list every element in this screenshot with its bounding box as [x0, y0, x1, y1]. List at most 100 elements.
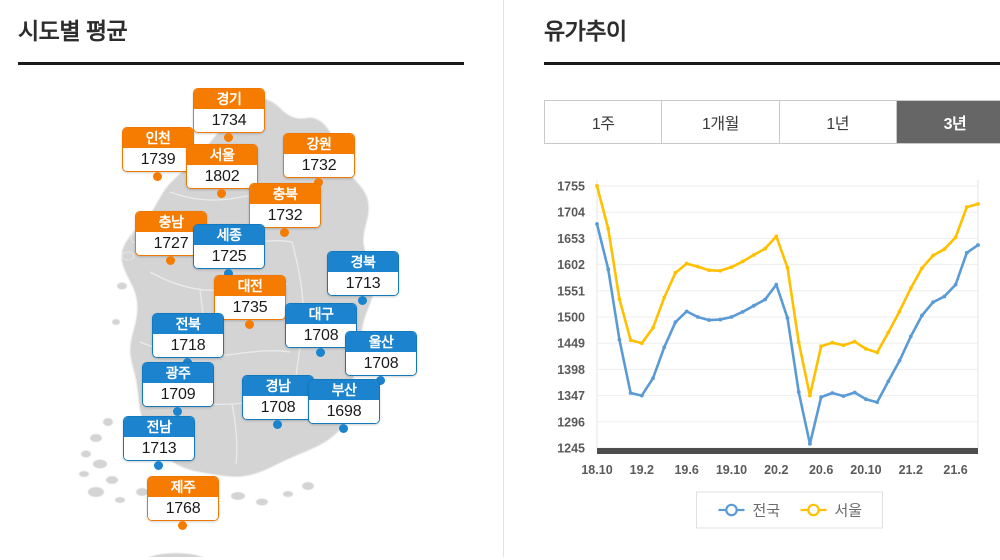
map-marker-region[interactable]: 광주 1709: [142, 362, 214, 416]
series-point: [796, 390, 801, 394]
series-point: [796, 340, 801, 345]
series-point: [897, 309, 902, 314]
tab-3years[interactable]: 3년: [896, 101, 1000, 143]
x-axis-line: [597, 448, 978, 454]
series-point: [651, 325, 655, 330]
map-marker-region[interactable]: 서울 1802: [186, 144, 258, 198]
series-point: [639, 393, 644, 398]
title-divider-right: [544, 62, 1000, 65]
x-axis-tick-label: 20.2: [764, 463, 788, 477]
map-marker-region[interactable]: 전북 1718: [152, 313, 224, 367]
series-point: [718, 268, 723, 273]
series-point: [751, 303, 756, 308]
map-marker-region[interactable]: 전남 1713: [123, 416, 195, 470]
map-marker-region[interactable]: 강원 1732: [283, 133, 355, 187]
y-axis-tick-label: 1347: [557, 389, 585, 403]
oil-price-line-chart[interactable]: 1245 1296 1347 1398 1449 1500 1551 1602 1653 1704…: [520, 170, 1000, 560]
marker-region-name: 충남: [136, 212, 206, 232]
map-marker-region[interactable]: 충남 1727: [135, 211, 207, 265]
map-marker-region[interactable]: 충북 1732: [249, 183, 321, 237]
tab-1month[interactable]: 1개월: [662, 101, 780, 143]
series-point: [628, 391, 633, 395]
marker-region-value: 1708: [346, 352, 416, 375]
legend-label: 전국: [753, 503, 781, 520]
x-axis-tick-label: 20.6: [809, 463, 833, 477]
series-point: [886, 330, 891, 335]
map-marker-region[interactable]: 울산 1708: [345, 331, 417, 385]
oil-price-trend-panel: 유가추이 1주 1개월 1년 3년: [503, 0, 1000, 557]
series-point: [740, 259, 745, 264]
map-marker-region[interactable]: 부산 1698: [308, 379, 380, 433]
marker-pin-dot: [166, 256, 175, 265]
marker-pin-dot: [280, 228, 289, 237]
map-marker-region[interactable]: 경기 1734: [193, 88, 265, 142]
series-point: [976, 243, 980, 247]
series-point: [908, 286, 913, 291]
map-marker-region[interactable]: 제주 1768: [147, 476, 219, 530]
series-point: [964, 250, 969, 255]
series-point: [875, 400, 880, 405]
legend-marker-circle: [807, 503, 820, 517]
marker-region-value: 1698: [309, 400, 379, 423]
tab-1week[interactable]: 1주: [545, 101, 663, 143]
series-point: [841, 343, 846, 348]
series-point: [976, 202, 980, 206]
series-point: [920, 313, 924, 318]
marker-pin-dot: [224, 133, 233, 142]
legend-label: 서울: [835, 503, 863, 520]
series-point: [628, 338, 633, 343]
x-axis-tick-label: 19.10: [716, 463, 747, 477]
series-point: [729, 315, 734, 319]
marker-region-value: 1768: [148, 497, 218, 520]
series-point: [673, 320, 678, 325]
series-point: [707, 268, 711, 273]
marker-region-name: 제주: [148, 477, 218, 497]
series-point: [751, 252, 756, 257]
series-point: [942, 294, 947, 299]
series-point: [639, 341, 644, 346]
marker-pin-dot: [224, 269, 233, 278]
map-marker-region[interactable]: 인천 1739: [122, 127, 194, 181]
map-marker-region[interactable]: 경남 1708: [242, 375, 314, 429]
marker-region-value: 1802: [187, 165, 257, 188]
korea-map[interactable]: 경기 1734 인천 1739 서울 1802 강원 1732 충북 1732 …: [0, 72, 503, 557]
map-marker-region[interactable]: 대구 1708: [285, 303, 357, 357]
series-point: [606, 267, 611, 272]
series-point: [595, 222, 599, 226]
marker-region-value: 1713: [124, 437, 194, 460]
x-axis-tick-label: 20.10: [850, 463, 881, 477]
chart-legend: [696, 491, 883, 529]
y-axis-tick-label: 1653: [557, 232, 585, 246]
y-axis-tick-label: 1755: [557, 180, 585, 194]
series-point: [953, 282, 958, 287]
series-point: [740, 309, 745, 314]
series-line-national: [595, 222, 980, 446]
x-axis-tick-label: 19.2: [630, 463, 654, 477]
y-axis-tick-label: 1449: [557, 337, 585, 351]
period-tab-bar[interactable]: 1주 1개월 1년 3년: [544, 100, 1000, 144]
y-axis-tick-label: 1704: [557, 206, 585, 220]
series-point: [852, 390, 857, 395]
marker-region-value: 1732: [250, 204, 320, 227]
series-point: [718, 317, 723, 322]
marker-region-value: 1718: [153, 334, 223, 357]
series-point: [908, 334, 913, 339]
marker-region-value: 1725: [194, 245, 264, 268]
series-point: [931, 253, 936, 258]
series-point: [673, 270, 678, 275]
map-marker-region[interactable]: 세종 1725: [193, 224, 265, 278]
tab-1year[interactable]: 1년: [779, 101, 897, 143]
series-point: [920, 266, 924, 271]
series-point: [808, 441, 812, 446]
marker-pin-dot: [173, 407, 182, 416]
series-point: [774, 234, 779, 239]
marker-pin-dot: [273, 420, 282, 429]
marker-region-name: 경기: [194, 89, 264, 109]
series-point: [819, 344, 824, 349]
series-point: [953, 235, 958, 240]
marker-region-name: 세종: [194, 225, 264, 245]
marker-pin-dot: [316, 348, 325, 357]
map-marker-region[interactable]: 대전 1735: [214, 275, 286, 329]
x-axis-tick-label: 19.6: [674, 463, 698, 477]
map-marker-region[interactable]: 경북 1713: [327, 251, 399, 305]
